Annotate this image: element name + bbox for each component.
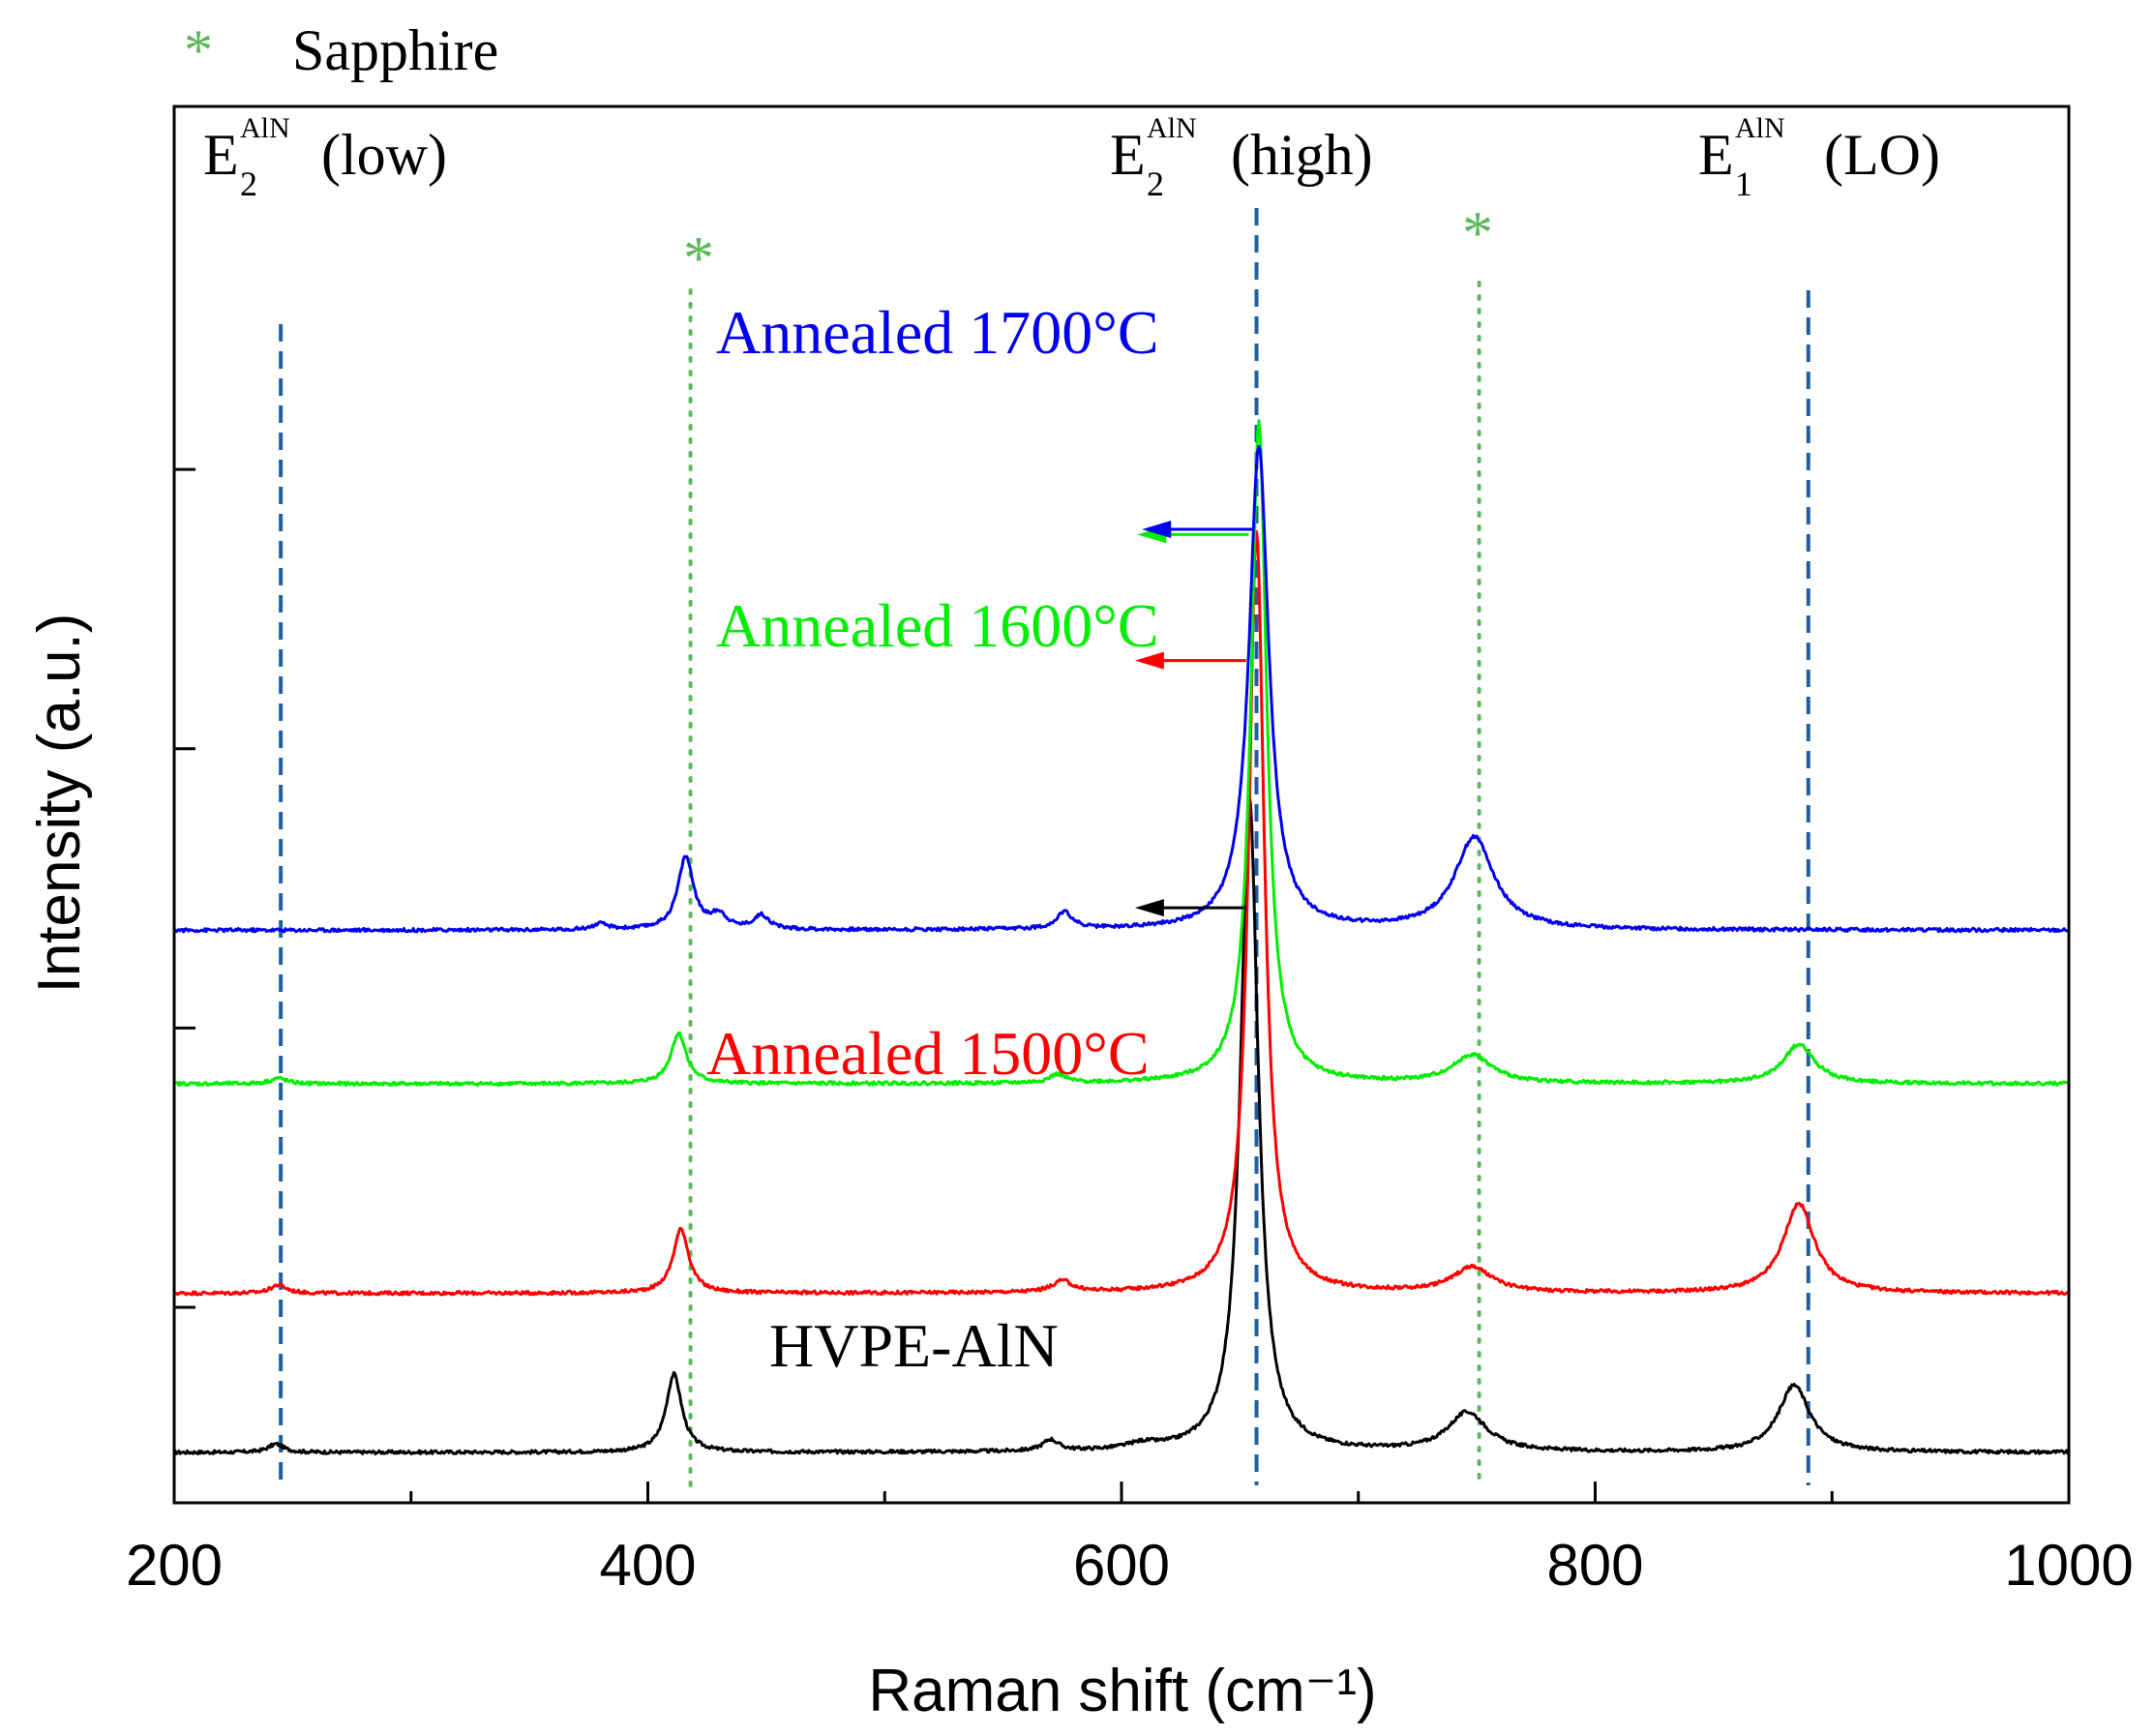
- shift-arrowhead-4: [1142, 520, 1172, 538]
- x-tick-label-800: 800: [1546, 1533, 1643, 1598]
- series-line-annealed-1500-c: [172, 529, 2070, 1297]
- mode-label-e2-low: E 2 AlN (low): [203, 112, 447, 203]
- series-label-annealed-1500: Annealed 1500°C: [706, 1019, 1150, 1088]
- svg-text:E: E: [203, 123, 239, 187]
- svg-text:AlN: AlN: [240, 112, 290, 144]
- x-axis-title: Raman shift (cm⁻¹): [868, 1658, 1376, 1724]
- x-tick-label-600: 600: [1073, 1533, 1170, 1598]
- series-label-hvpe-aln: HVPE-AlN: [769, 1311, 1059, 1380]
- sapphire-marker-751: *: [1462, 198, 1493, 267]
- svg-text:AlN: AlN: [1147, 112, 1197, 144]
- x-tick-label-400: 400: [599, 1533, 696, 1598]
- svg-text:2: 2: [240, 165, 257, 203]
- series-label-annealed-1700: Annealed 1700°C: [716, 298, 1159, 367]
- legend-sapphire-marker: *: [184, 18, 213, 82]
- svg-text:(high): (high): [1231, 123, 1373, 187]
- svg-text:(LO): (LO): [1824, 123, 1940, 187]
- mode-label-e2-high: E 2 AlN (high): [1110, 112, 1373, 203]
- sapphire-marker-418: *: [683, 224, 714, 292]
- svg-text:2: 2: [1147, 165, 1164, 203]
- svg-text:AlN: AlN: [1735, 112, 1785, 144]
- svg-text:E: E: [1698, 123, 1734, 187]
- svg-text:1: 1: [1735, 165, 1752, 203]
- y-axis-title: Intensity (a.u.): [26, 614, 93, 994]
- x-tick-label-1000: 1000: [2004, 1533, 2133, 1598]
- series-line-annealed-1700-c: [172, 444, 2071, 934]
- x-tick-label-200: 200: [126, 1533, 223, 1598]
- svg-text:(low): (low): [321, 123, 447, 187]
- series-line-annealed-1600-c: [173, 419, 2070, 1088]
- svg-text:E: E: [1110, 123, 1146, 187]
- legend-sapphire-label: Sapphire: [292, 18, 498, 82]
- series-label-annealed-1600: Annealed 1600°C: [716, 591, 1159, 660]
- series-line-hvpe-aln: [173, 795, 2071, 1455]
- shift-arrowhead-2: [1134, 651, 1164, 670]
- mode-label-e1-lo: E 1 AlN (LO): [1698, 112, 1940, 203]
- shift-arrowhead-1: [1134, 899, 1164, 917]
